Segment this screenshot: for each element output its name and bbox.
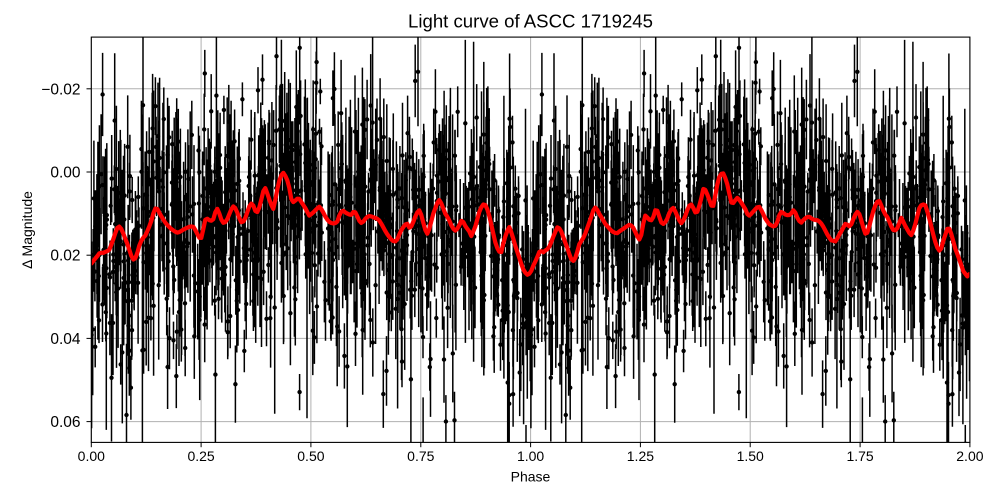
svg-text:1.25: 1.25: [627, 448, 654, 464]
svg-text:0.06: 0.06: [50, 414, 80, 431]
svg-text:Light curve of ASCC 1719245: Light curve of ASCC 1719245: [408, 11, 653, 32]
svg-text:0.75: 0.75: [407, 448, 434, 464]
svg-text:0.25: 0.25: [187, 448, 214, 464]
svg-text:1.00: 1.00: [517, 448, 544, 464]
svg-text:1.50: 1.50: [737, 448, 764, 464]
svg-text:0.04: 0.04: [50, 331, 81, 348]
svg-text:1.75: 1.75: [846, 448, 873, 464]
svg-text:0.00: 0.00: [50, 165, 81, 182]
svg-text:0.00: 0.00: [78, 448, 105, 464]
svg-text:−0.02: −0.02: [41, 81, 80, 98]
svg-text:0.50: 0.50: [297, 448, 324, 464]
svg-text:Phase: Phase: [511, 469, 551, 485]
svg-text:Δ Magnitude: Δ Magnitude: [19, 191, 35, 269]
svg-text:0.02: 0.02: [50, 248, 80, 265]
svg-text:2.00: 2.00: [956, 448, 983, 464]
